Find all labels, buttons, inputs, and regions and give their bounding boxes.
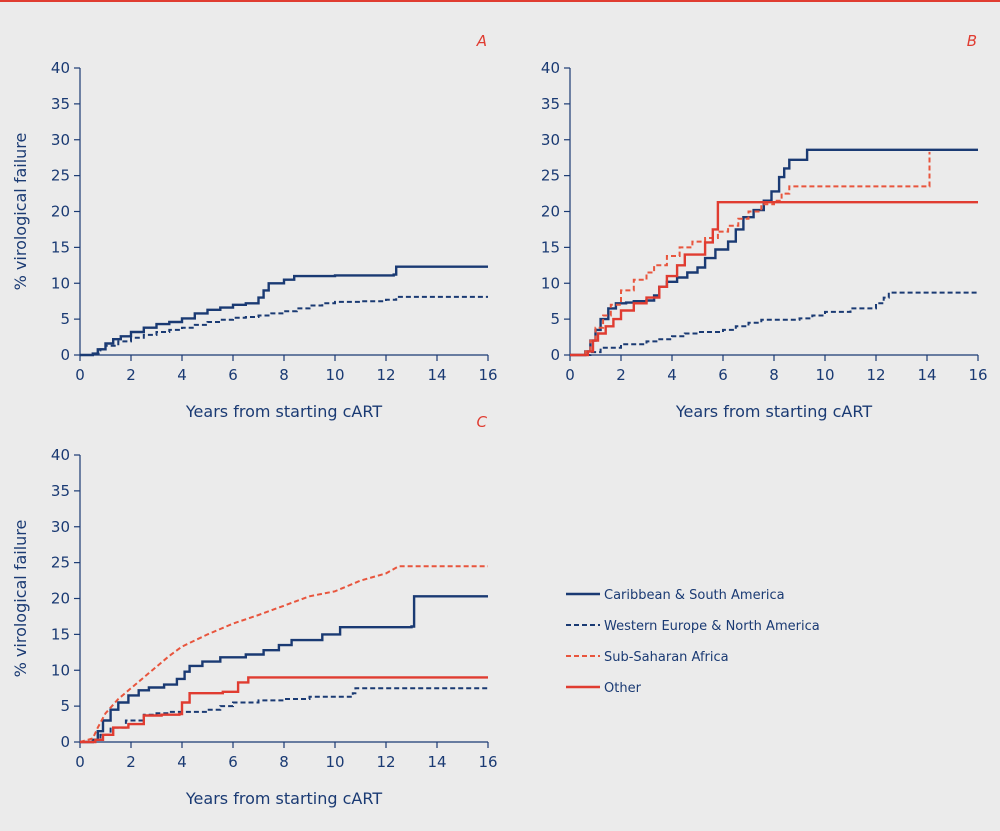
y-tick-label: 35 [51,482,70,500]
x-tick-label: 2 [616,366,626,384]
panel-a: 0 5 10 15 20 25 30 35 40 0 2 4 6 8 10 12 14 16 Years from … [11,32,498,421]
y-tick-label: 10 [541,274,560,292]
x-tick-label: 0 [565,366,575,384]
x-tick-label: 0 [75,753,85,771]
y-tick-label: 35 [541,95,560,113]
panel-letter: A [476,32,487,50]
x-tick-label: 16 [968,366,987,384]
y-axis-label: % virological failure [11,520,30,678]
y-tick-label: 40 [51,446,70,464]
x-axis-label: Years from starting cART [185,789,382,808]
x-axis-label: Years from starting cART [675,402,872,421]
y-tick-label: 10 [51,661,70,679]
series-line-sub-saharan-africa [79,565,488,743]
y-tick-label: 0 [60,346,70,364]
series-line-other [570,201,978,357]
x-tick-label: 16 [478,366,497,384]
panel-c: 0 5 10 15 20 25 30 35 40 0 2 4 6 8 10 12 14 16 Years from … [11,413,498,808]
x-tick-label: 6 [228,366,238,384]
y-tick-label: 5 [550,310,560,328]
x-tick-label: 12 [376,366,395,384]
y-axis-label: % virological failure [11,133,30,291]
series-line-other [80,676,488,744]
y-tick-label: 20 [51,203,70,221]
y-tick-label: 30 [541,131,560,149]
legend-label: Sub-Saharan Africa [604,650,729,665]
x-tick-label: 4 [177,753,187,771]
legend-label: Other [604,681,642,696]
y-tick-label: 15 [51,625,70,643]
y-tick-label: 10 [51,274,70,292]
legend-label: Caribbean & South America [604,588,785,603]
series-line-sub-saharan-africa [570,151,931,356]
x-tick-label: 2 [126,366,136,384]
y-tick-label: 5 [60,310,70,328]
x-tick-label: 14 [917,366,936,384]
y-tick-label: 25 [51,167,70,185]
x-tick-label: 16 [478,753,497,771]
y-tick-label: 30 [51,131,70,149]
series-line-western-europe-north-america [80,295,488,356]
y-tick-label: 30 [51,518,70,536]
y-tick-label: 40 [51,59,70,77]
x-tick-label: 12 [866,366,885,384]
x-tick-label: 10 [325,366,344,384]
series-line-western-europe-north-america [80,687,488,743]
x-tick-label: 6 [718,366,728,384]
legend: Caribbean & South America Western Europe … [566,588,820,696]
top-accent-rule [0,0,1000,2]
x-tick-label: 2 [126,753,136,771]
y-tick-label: 25 [51,554,70,572]
y-tick-label: 40 [541,59,560,77]
x-tick-label: 4 [177,366,187,384]
x-tick-label: 8 [769,366,779,384]
y-tick-label: 0 [60,733,70,751]
panel-b: 0 5 10 15 20 25 30 35 40 0 2 4 6 8 10 12 14 16 Years from … [541,32,988,421]
y-tick-label: 25 [541,167,560,185]
x-tick-label: 10 [325,753,344,771]
x-tick-label: 14 [427,366,446,384]
x-tick-label: 4 [667,366,677,384]
y-tick-label: 0 [550,346,560,364]
panel-letter: B [967,32,977,50]
legend-label: Western Europe & North America [604,619,820,634]
x-tick-label: 10 [815,366,834,384]
x-tick-label: 8 [279,753,289,771]
series-line-caribbean-south-america [80,595,488,744]
y-tick-label: 15 [51,238,70,256]
y-tick-label: 15 [541,238,560,256]
x-tick-label: 0 [75,366,85,384]
y-tick-label: 5 [60,697,70,715]
series-line-caribbean-south-america [570,148,978,357]
x-tick-label: 14 [427,753,446,771]
x-tick-label: 12 [376,753,395,771]
x-axis-label: Years from starting cART [185,402,382,421]
x-tick-label: 6 [228,753,238,771]
y-tick-label: 35 [51,95,70,113]
y-tick-label: 20 [541,203,560,221]
panel-letter: C [477,413,488,431]
series-line-western-europe-north-america [570,291,978,356]
x-tick-label: 8 [279,366,289,384]
series-line-caribbean-south-america [80,265,488,357]
y-tick-label: 20 [51,590,70,608]
